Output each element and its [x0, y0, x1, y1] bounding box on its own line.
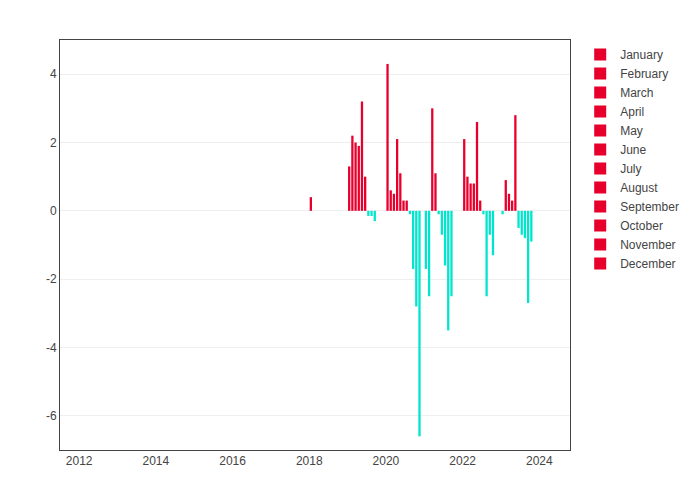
svg-text:October: October — [620, 219, 663, 233]
svg-text:2022: 2022 — [449, 454, 476, 468]
svg-text:2012: 2012 — [66, 454, 93, 468]
svg-text:November: November — [620, 238, 675, 252]
svg-text:May: May — [620, 124, 643, 138]
svg-text:February: February — [620, 67, 668, 81]
svg-text:-6: -6 — [46, 409, 57, 423]
svg-text:2014: 2014 — [143, 454, 170, 468]
svg-text:-4: -4 — [46, 341, 57, 355]
svg-text:June: June — [620, 143, 646, 157]
svg-text:-2: -2 — [46, 272, 57, 286]
svg-text:September: September — [620, 200, 679, 214]
svg-text:December: December — [620, 257, 675, 271]
svg-text:2018: 2018 — [296, 454, 323, 468]
svg-text:2016: 2016 — [219, 454, 246, 468]
svg-text:March: March — [620, 86, 653, 100]
svg-text:April: April — [620, 105, 644, 119]
svg-text:0: 0 — [50, 204, 57, 218]
svg-text:January: January — [620, 48, 663, 62]
svg-text:4: 4 — [50, 67, 57, 81]
svg-text:July: July — [620, 162, 641, 176]
svg-text:August: August — [620, 181, 658, 195]
svg-text:2020: 2020 — [373, 454, 400, 468]
svg-text:2: 2 — [50, 136, 57, 150]
svg-text:2024: 2024 — [526, 454, 553, 468]
